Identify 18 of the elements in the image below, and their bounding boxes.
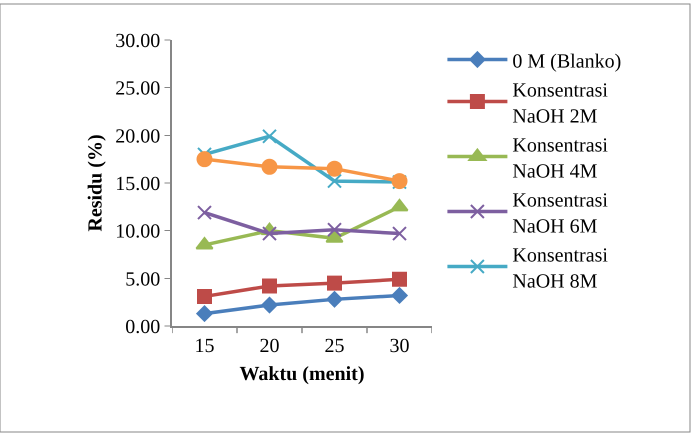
x-tick-label: 20	[260, 334, 280, 357]
y-tick-label: 25.00	[115, 78, 160, 100]
y-tick-label: 15.00	[115, 173, 160, 195]
y-tick-label: 30.00	[115, 30, 160, 52]
y-tick-label: 5.00	[125, 268, 160, 290]
x-tick-label: 30	[390, 334, 410, 357]
legend-label: Konsentrasi NaOH 6M	[512, 189, 608, 238]
legend-label: Konsentrasi NaOH 2M	[512, 79, 608, 128]
x-tick-label: 25	[324, 334, 344, 357]
y-tick-label: 0.00	[125, 316, 160, 338]
legend-label: 0 M (Blanko)	[512, 50, 622, 72]
y-tick-label: 10.00	[115, 220, 160, 243]
y-axis-title: Residu (%)	[84, 134, 106, 232]
legend-label: Konsentrasi NaOH 8M	[512, 244, 608, 292]
x-axis-title: Waktu (menit)	[240, 362, 364, 385]
legend-label: Konsentrasi NaOH 4M	[512, 134, 608, 182]
x-tick-label: 15	[194, 334, 214, 357]
y-tick-label: 20.00	[115, 125, 160, 148]
